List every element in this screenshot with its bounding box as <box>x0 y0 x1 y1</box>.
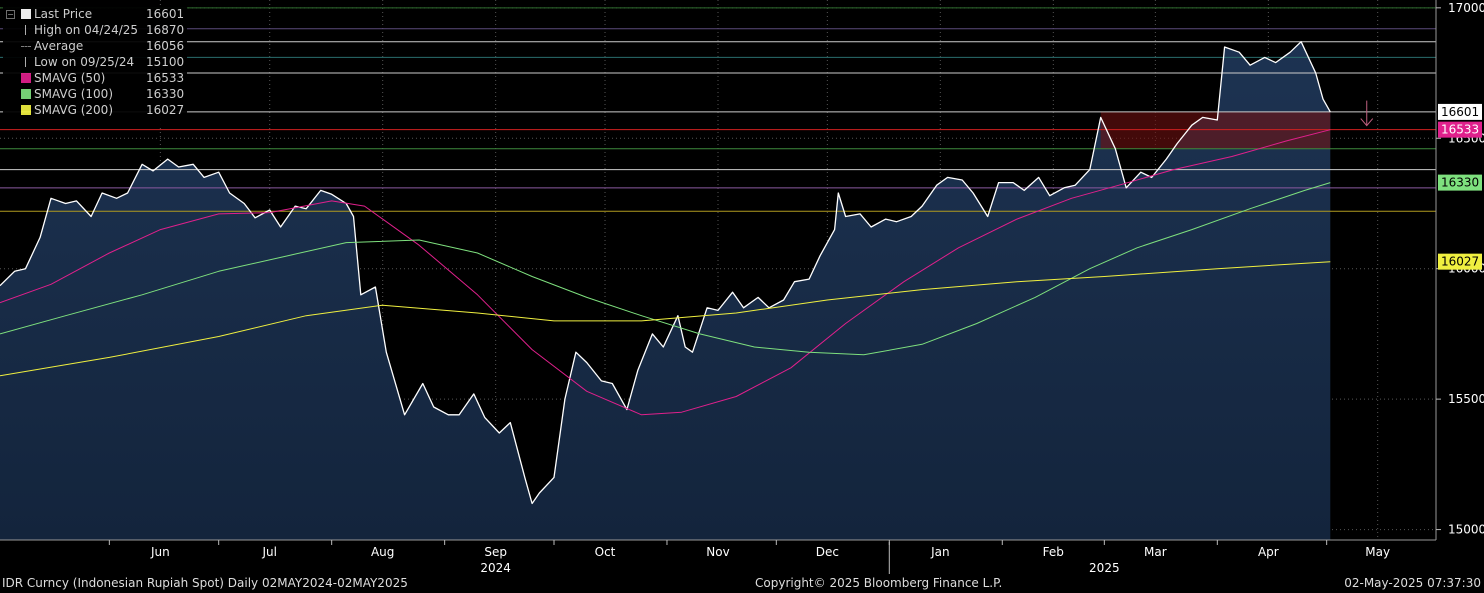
box-icon <box>21 89 31 99</box>
price-badge-label: 16533 <box>1441 123 1479 137</box>
legend-value: 16330 <box>146 87 185 101</box>
x-tick-label: Feb <box>1043 545 1064 559</box>
legend-value: 16027 <box>146 103 185 117</box>
x-tick-label: Oct <box>595 545 616 559</box>
y-tick-label: 17000 <box>1448 1 1484 15</box>
x-tick-label: Jun <box>150 545 170 559</box>
price-badge-label: 16027 <box>1441 255 1479 269</box>
box-icon <box>21 9 31 19</box>
low-marker-icon <box>25 57 26 67</box>
legend-item[interactable]: Low on 09/25/24 15100 <box>3 54 187 70</box>
box-icon <box>21 105 31 115</box>
price-badge-label: 16601 <box>1441 105 1479 119</box>
legend-label: Average <box>34 39 84 53</box>
legend-value: 16056 <box>146 39 185 53</box>
year-label: 2024 <box>480 561 511 575</box>
axes: 1500015500160001650017000JunJulAugSepOct… <box>0 0 1484 575</box>
legend-value: 16533 <box>146 71 185 85</box>
smavg-line <box>0 182 1331 356</box>
footer-timestamp: 02-May-2025 07:37:30 <box>1344 576 1481 590</box>
box-icon <box>21 73 31 83</box>
price-badge <box>1438 103 1482 120</box>
legend-value: 15100 <box>146 55 185 69</box>
last-price-line <box>0 41 1331 505</box>
high-marker-icon <box>25 25 26 35</box>
legend-item[interactable]: SMAVG (200) 16027 <box>3 102 187 118</box>
annotations <box>1360 100 1374 127</box>
legend-label: Low on 09/25/24 <box>34 55 135 69</box>
x-tick-label: Mar <box>1144 545 1167 559</box>
x-tick-label: May <box>1365 545 1390 559</box>
legend: − Last Price 16601 High on 04/24/25 16870 Av… <box>3 6 187 126</box>
legend-label: High on 04/24/25 <box>34 23 139 37</box>
price-badge <box>1438 253 1482 270</box>
price-badge <box>1438 174 1482 191</box>
y-tick-label: 15500 <box>1448 392 1484 406</box>
x-tick-label: Aug <box>371 545 394 559</box>
x-tick-label: Dec <box>816 545 839 559</box>
average-marker-icon <box>21 46 31 47</box>
legend-item[interactable]: Last Price 16601 <box>3 6 187 22</box>
x-tick-label: Jul <box>261 545 276 559</box>
smavg-line <box>0 129 1331 416</box>
legend-label: Last Price <box>34 7 93 21</box>
x-tick-label: Jan <box>930 545 950 559</box>
legend-value: 16601 <box>146 7 185 21</box>
price-area <box>0 41 1331 540</box>
legend-item[interactable]: SMAVG (100) 16330 <box>3 86 187 102</box>
price-badge <box>1438 121 1482 138</box>
price-badge-label: 16330 <box>1441 176 1479 190</box>
x-tick-label: Apr <box>1258 545 1279 559</box>
x-tick-label: Nov <box>706 545 729 559</box>
legend-item[interactable]: SMAVG (50) 16533 <box>3 70 187 86</box>
year-label: 2025 <box>1089 561 1120 575</box>
reference-lines <box>0 7 1436 212</box>
legend-item[interactable]: Average 16056 <box>3 38 187 54</box>
legend-value: 16870 <box>146 23 185 37</box>
legend-label: SMAVG (200) <box>34 103 114 117</box>
price-area-fill <box>0 41 1331 540</box>
legend-label: SMAVG (50) <box>34 71 106 85</box>
resistance-band <box>1100 111 1331 149</box>
legend-collapse-icon[interactable]: − <box>6 10 15 19</box>
x-tick-label: Sep <box>484 545 507 559</box>
y-tick-label: 15000 <box>1448 523 1484 537</box>
shaded-band <box>1100 111 1331 149</box>
legend-label: SMAVG (100) <box>34 87 114 101</box>
footer-copyright: Copyright© 2025 Bloomberg Finance L.P. <box>755 576 1003 590</box>
smavg-line <box>0 261 1331 377</box>
legend-item[interactable]: High on 04/24/25 16870 <box>3 22 187 38</box>
down-arrow-head <box>1360 118 1374 127</box>
footer-ticker: IDR Curncy (Indonesian Rupiah Spot) Dail… <box>2 576 408 590</box>
series-lines <box>0 41 1331 505</box>
